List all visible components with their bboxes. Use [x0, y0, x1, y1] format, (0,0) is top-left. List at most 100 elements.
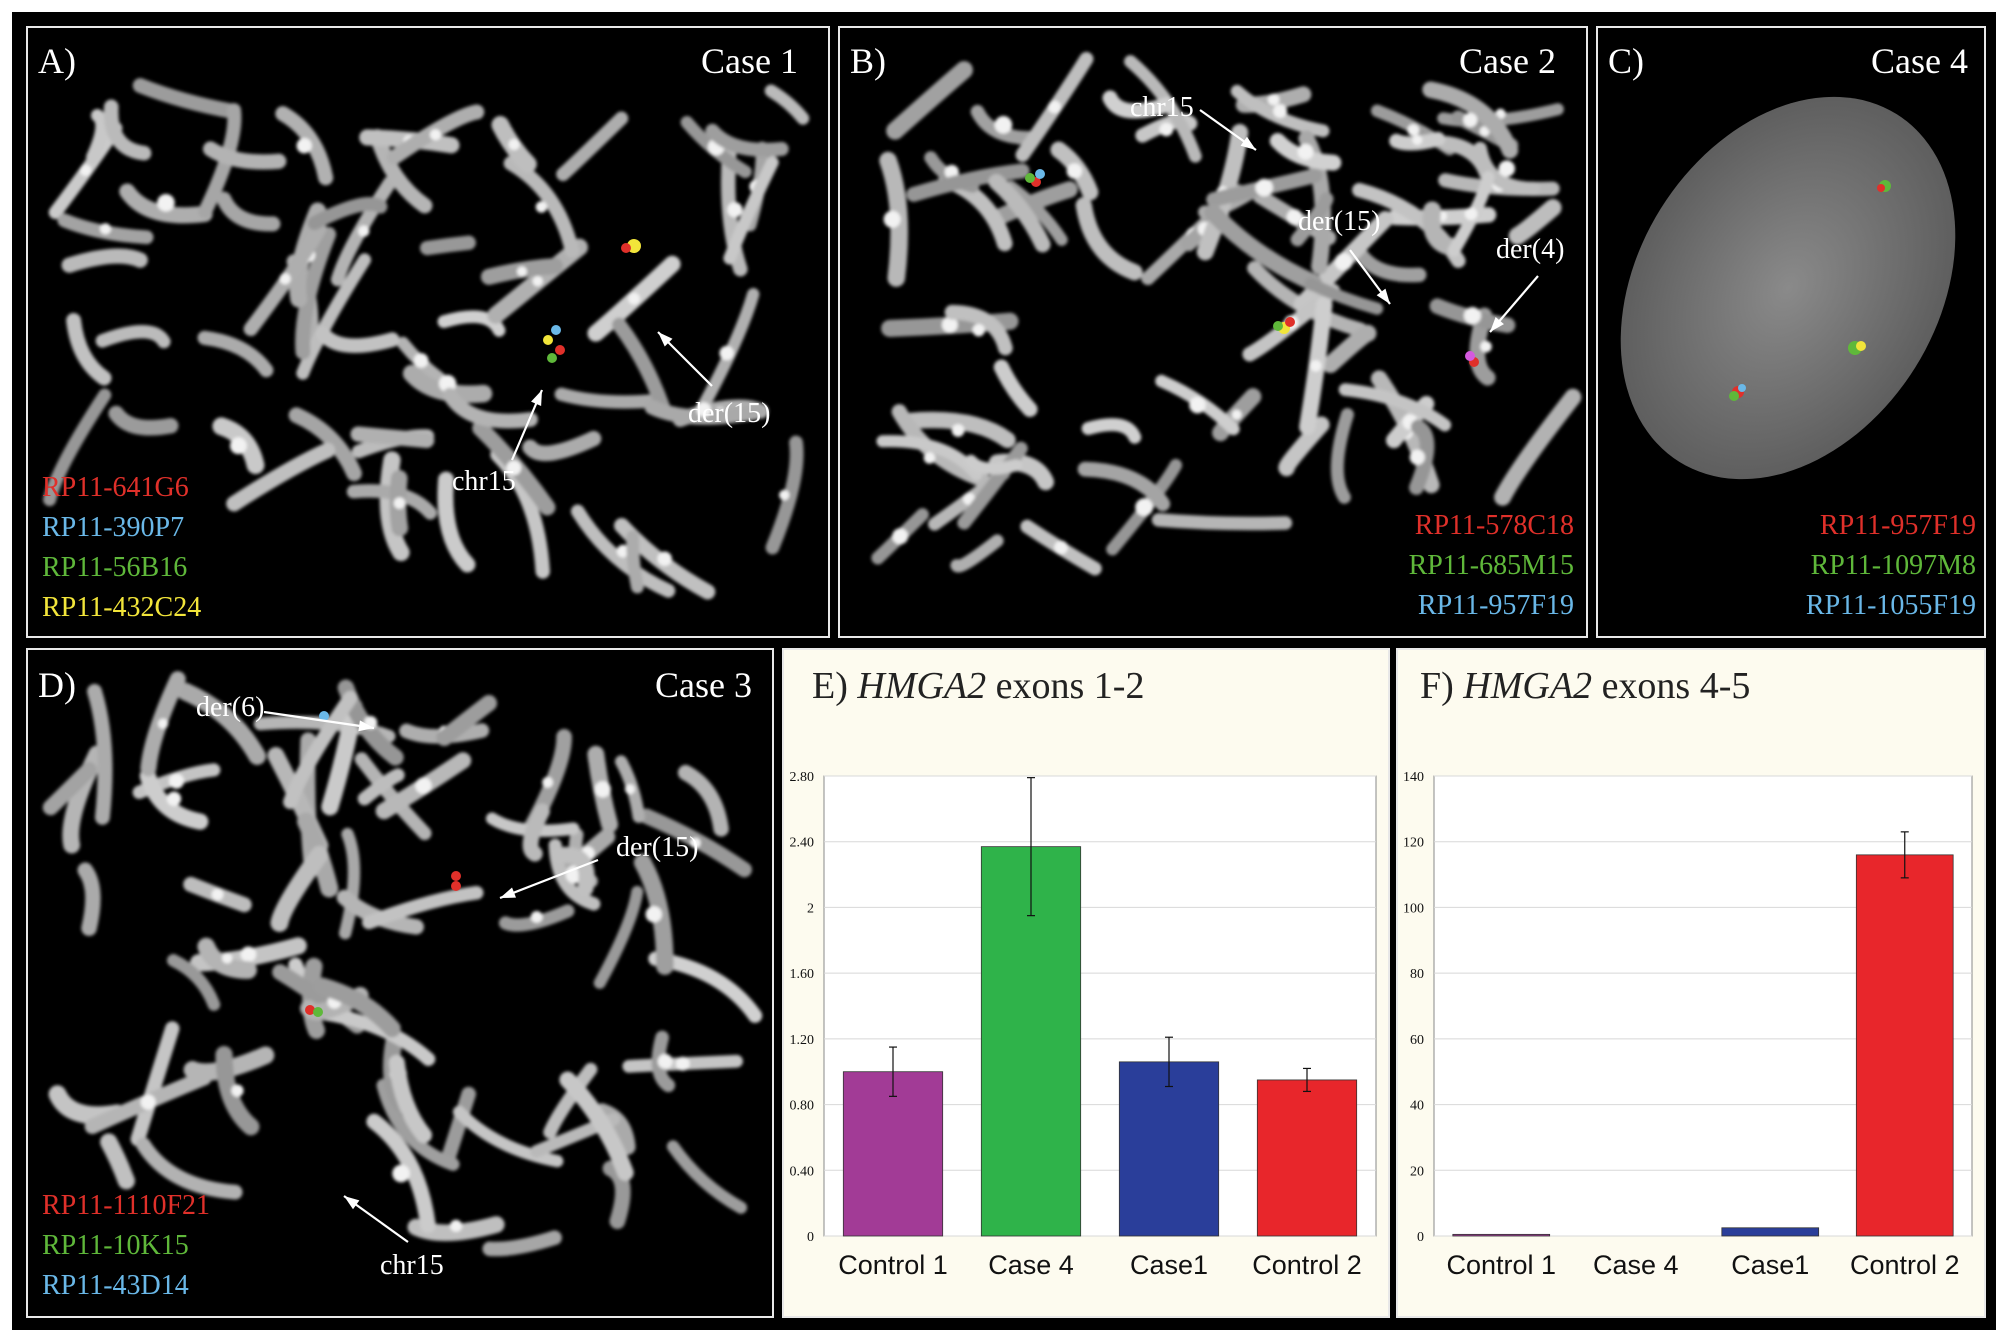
chromosome-bright-spot: [1255, 178, 1274, 197]
chromosome-bright-spot: [415, 777, 432, 795]
chromosome: [176, 682, 266, 765]
chromosome: [197, 937, 257, 979]
annotation-arrow: [1489, 275, 1539, 333]
bar: [842, 1071, 944, 1237]
chromosome: [765, 435, 804, 555]
chart-f-title: F) HMGA2 exons 4-5: [1420, 664, 1750, 708]
chromosome-bright-spot: [1273, 104, 1288, 119]
x-category-label: Case 4: [1593, 1250, 1679, 1280]
chromosome: [705, 123, 789, 157]
chromosome-bright-spot: [79, 164, 92, 176]
y-tick-label: 2.80: [790, 770, 815, 785]
chromosome: [1330, 408, 1354, 504]
chromosome: [1204, 204, 1322, 292]
chromosome: [587, 255, 681, 342]
panel-f-chart: F) HMGA2 exons 4-5 0 20 40 60 80 100 120 140 Con…: [1396, 648, 1986, 1318]
chromosome: [886, 61, 973, 140]
chromosome: [100, 1133, 135, 1190]
fish-signal: [547, 353, 557, 363]
x-category-label: Case1: [1130, 1250, 1208, 1280]
panel-b-title: Case 2: [1459, 41, 1556, 81]
chromosome: [43, 388, 112, 507]
chromosome-bright-spot: [892, 528, 909, 545]
y-tick-label: 1.60: [790, 967, 815, 982]
chromosome-bright-spot: [166, 791, 182, 806]
annotation-arrow: [657, 331, 713, 387]
chromosome-bright-spot: [1407, 124, 1420, 136]
chromosome: [1508, 199, 1562, 245]
chromosome-bright-spot: [941, 316, 958, 333]
chromosome-bright-spot: [1054, 540, 1068, 555]
bar: [1855, 854, 1954, 1237]
annotation-der15: der(15): [688, 398, 771, 429]
chromosome: [988, 174, 1051, 253]
panel-a-title: Case 1: [701, 41, 798, 81]
annotation-chr15: chr15: [380, 1250, 444, 1281]
panel-c-probe-list: RP11-957F19 RP11-1097M8 RP11-1055F19: [1806, 506, 1976, 626]
chromosome-bright-spot: [449, 1219, 463, 1232]
chromosome-bright-spot: [1159, 122, 1174, 137]
chromosome: [1196, 123, 1249, 261]
probe-label: RP11-1110F21: [42, 1190, 211, 1221]
chart-e-prefix: E): [812, 665, 848, 707]
chromosome-bright-spot: [542, 776, 554, 788]
chromosome: [452, 1105, 564, 1168]
chromosome: [594, 1103, 636, 1155]
chromosome-bright-spot: [168, 773, 185, 789]
y-tick-label: 0.80: [790, 1099, 815, 1114]
y-tick-label: 0: [1417, 1230, 1424, 1245]
chromosome-bright-spot: [594, 781, 611, 798]
chromosome-bright-spot: [1297, 143, 1314, 160]
chromosome-bright-spot: [1464, 207, 1478, 221]
chromosome: [1321, 324, 1377, 374]
chromosome: [66, 312, 112, 386]
chromosome: [357, 768, 405, 806]
chromosome: [216, 191, 281, 232]
probe-label: RP11-957F19: [1417, 590, 1574, 621]
chromosome-bright-spot: [624, 784, 636, 795]
chromosome: [677, 764, 729, 837]
chromosome: [288, 407, 362, 482]
annotation-arrow: [1349, 249, 1391, 305]
chromosome-bright-spot: [1189, 396, 1206, 414]
chromosome: [611, 317, 671, 415]
y-tick-label: 0.40: [790, 1164, 815, 1179]
chromosome: [626, 530, 644, 594]
chromosome: [119, 183, 213, 224]
chart-f-prefix: F): [1420, 665, 1454, 707]
chromosome-bright-spot: [1286, 209, 1303, 226]
chromosome: [723, 156, 779, 265]
chromosome: [970, 104, 1037, 145]
chromosome-bright-spot: [883, 210, 901, 228]
chromosome: [315, 326, 400, 354]
probe-label: RP11-10K15: [42, 1230, 189, 1261]
chromosome-bright-spot: [99, 223, 112, 235]
fish-signal: [555, 345, 565, 355]
chromosome-bright-spot: [1066, 163, 1083, 179]
nucleus: [1620, 96, 1956, 480]
chromosome: [108, 405, 179, 436]
chromosome-bright-spot: [1409, 449, 1425, 465]
fish-signal: [305, 1005, 315, 1015]
chromosome: [295, 226, 337, 360]
fish-signal: [1856, 341, 1866, 351]
fish-signal: [543, 335, 553, 345]
chromosome: [482, 1230, 562, 1257]
chromosome-bright-spot: [438, 374, 457, 393]
chromosome: [900, 411, 1016, 449]
probe-label: RP11-1055F19: [1805, 590, 1976, 621]
chromosome: [764, 84, 810, 125]
panel-c-label: C): [1608, 41, 1644, 81]
chart-f-gene: HMGA2: [1463, 665, 1593, 707]
chromosome-bright-spot: [616, 544, 630, 558]
chromosome: [313, 977, 401, 1038]
probe-label: RP11-43D14: [42, 1270, 189, 1301]
y-tick-label: 0: [807, 1230, 814, 1245]
chromosome-bright-spot: [240, 946, 257, 963]
chromosome: [871, 508, 929, 565]
fish-signal: [1025, 173, 1035, 183]
chromosome: [570, 504, 676, 598]
annotation-arrow: [343, 1195, 409, 1243]
chromosome: [61, 248, 148, 273]
chromosome: [132, 78, 241, 119]
